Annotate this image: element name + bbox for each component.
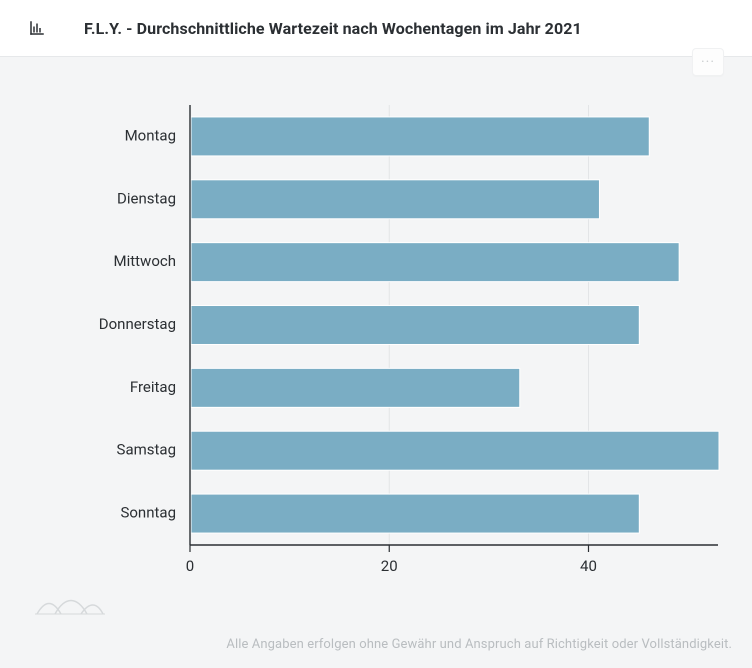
ellipsis-icon: ··· xyxy=(701,55,715,69)
category-label: Donnerstag xyxy=(99,315,176,333)
category-label: Mittwoch xyxy=(114,252,177,270)
plot-area: Montag Dienstag Mittwoch Donnerstag Freitag S… xyxy=(0,57,752,597)
bar xyxy=(191,368,520,407)
x-tick-label: 20 xyxy=(381,557,398,575)
bar xyxy=(191,306,639,345)
bar xyxy=(191,243,679,282)
disclaimer-text: Alle Angaben erfolgen ohne Gewähr und An… xyxy=(226,637,732,652)
bar xyxy=(191,431,719,470)
bar-chart-icon xyxy=(28,19,46,37)
category-label: Sonntag xyxy=(120,504,176,522)
category-label: Montag xyxy=(125,126,176,144)
bar xyxy=(191,494,639,533)
x-tick-label: 40 xyxy=(580,557,597,575)
chart-menu-button[interactable]: ··· xyxy=(692,48,724,76)
category-label: Dienstag xyxy=(117,189,176,207)
card-header: F.L.Y. - Durchschnittliche Wartezeit nac… xyxy=(0,0,752,57)
bar xyxy=(191,117,649,156)
category-label: Samstag xyxy=(117,441,176,459)
x-tick-label: 0 xyxy=(186,557,194,575)
chart-card: F.L.Y. - Durchschnittliche Wartezeit nac… xyxy=(0,0,752,668)
watermark-icon xyxy=(35,594,105,618)
card-title: F.L.Y. - Durchschnittliche Wartezeit nac… xyxy=(84,19,582,38)
bar xyxy=(191,180,599,219)
bar-chart: Montag Dienstag Mittwoch Donnerstag Freitag S… xyxy=(20,97,732,597)
category-label: Freitag xyxy=(130,378,176,396)
